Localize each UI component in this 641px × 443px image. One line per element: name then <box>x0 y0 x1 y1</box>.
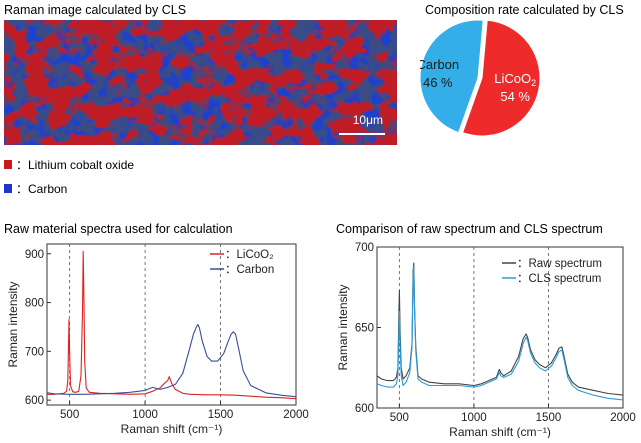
raw-ylabel: Raman intensity <box>6 281 20 367</box>
cmp-xtick-label-1000: 1000 <box>461 412 487 424</box>
cmp-ytick-label-650: 650 <box>355 323 374 335</box>
raw-spectra-chart: 500 1000 1500 2000 600 700 800 900 Raman shift (… <box>6 243 309 436</box>
cmp-xtick-label-1500: 1500 <box>536 412 562 424</box>
comparison-chart: 500 1000 1500 2000 600 650 700 Raman shift (cm⁻… <box>336 242 636 438</box>
raw-xtick-label-2000: 2000 <box>283 409 309 421</box>
raw-xtick-label-500: 500 <box>60 409 79 421</box>
cmp-legend-label-1: ：CLS spectrum <box>517 273 601 285</box>
pie-slice-carbon <box>420 19 484 134</box>
pie-label-subscript: 2 <box>531 78 536 88</box>
cmp-ytick-label-600: 600 <box>355 403 374 415</box>
raw-spectra-title: Raw material spectra used for calculatio… <box>4 222 233 236</box>
raw-legend-label-0: ：LiCoO₂ <box>225 249 274 261</box>
cmp-legend-label-0: ：Raw spectrum <box>517 258 602 270</box>
pie-value-licoo2: 54 % <box>500 89 530 104</box>
raw-xtick-label-1500: 1500 <box>208 409 234 421</box>
pie-label-carbon: Carbon <box>420 57 459 72</box>
legend-licoo2: ：Lithium cobalt oxide <box>4 156 134 173</box>
raw-legend-label-1: ：Carbon <box>225 264 274 276</box>
pie-chart-title: Composition rate calculated by CLS <box>425 3 624 17</box>
pie-value-carbon: 46 % <box>423 75 453 90</box>
raw-ytick-label-900: 900 <box>25 249 44 261</box>
legend-carbon: ：Carbon <box>4 180 67 197</box>
pie-label-licoo2: LiCoO2 <box>494 71 536 88</box>
cmp-ylabel: Raman intensity <box>336 284 350 370</box>
raman-image: 10μm <box>4 20 397 145</box>
comparison-title: Comparison of raw spectrum and CLS spect… <box>336 222 603 236</box>
cmp-ytick-label-700: 700 <box>355 242 374 254</box>
cmp-xtick-label-500: 500 <box>390 412 409 424</box>
scale-bar-label: 10μm <box>352 113 383 127</box>
raw-xtick-label-1000: 1000 <box>132 409 158 421</box>
cmp-series-1 <box>376 265 624 401</box>
raw-ytick-label-600: 600 <box>25 395 44 407</box>
pie-slice-licoo2 <box>461 19 540 137</box>
raman-image-title: Raman image calculated by CLS <box>4 3 187 17</box>
raw-ytick-label-800: 800 <box>25 298 44 310</box>
raw-series-1 <box>46 323 297 398</box>
legend-licoo2-label: ：Lithium cobalt oxide <box>16 158 135 172</box>
raw-xlabel: Raman shift (cm⁻¹) <box>121 422 223 436</box>
scale-bar <box>339 133 385 135</box>
legend-carbon-swatch <box>4 184 12 193</box>
raw-plot-frame <box>46 243 297 406</box>
raman-map-graphic <box>4 20 397 145</box>
cmp-xlabel: Raman shift (cm⁻¹) <box>449 425 551 438</box>
legend-licoo2-swatch <box>4 160 12 169</box>
raman-map-licoo2-regions <box>4 20 397 145</box>
raw-ytick-label-700: 700 <box>25 346 44 358</box>
cmp-xtick-label-2000: 2000 <box>610 412 636 424</box>
legend-carbon-label: ：Carbon <box>16 182 68 196</box>
